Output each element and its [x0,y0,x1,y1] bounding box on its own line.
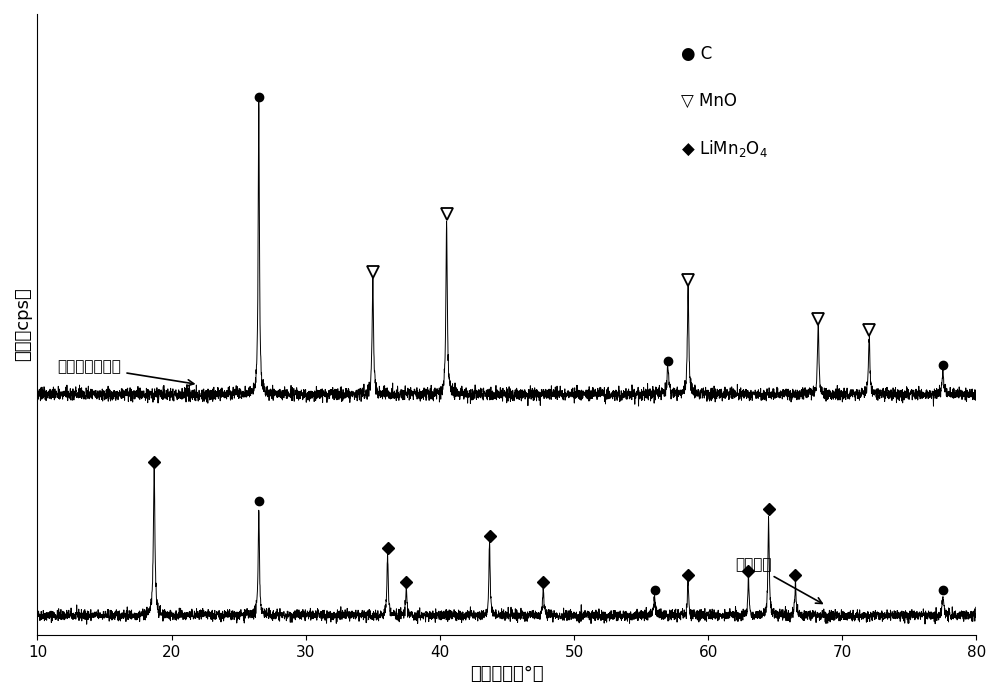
X-axis label: 扫描角度（°）: 扫描角度（°） [470,665,544,683]
Text: ◆ LiMn$_2$O$_4$: ◆ LiMn$_2$O$_4$ [681,138,768,159]
Text: ▽ MnO: ▽ MnO [681,91,737,109]
Text: 焙烧后固体产物: 焙烧后固体产物 [58,360,194,386]
Text: 过筛粉末: 过筛粉末 [735,558,822,604]
Y-axis label: 峰强（cps）: 峰强（cps） [14,287,32,361]
Text: ● C: ● C [681,45,712,63]
